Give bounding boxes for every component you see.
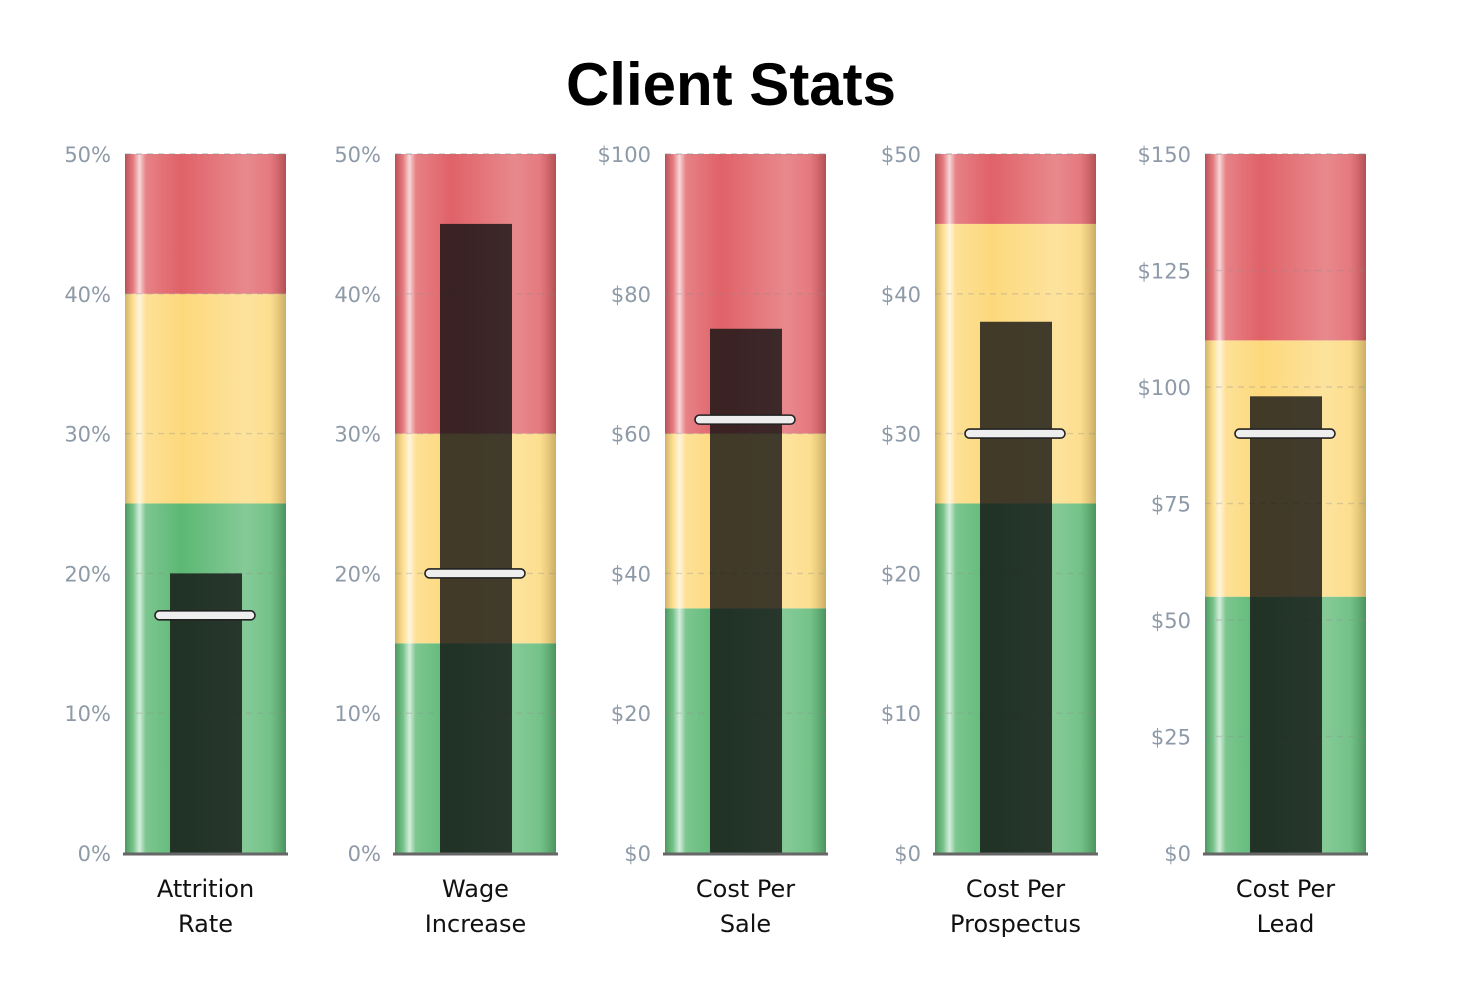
value-bar bbox=[440, 223, 512, 853]
category-label: Increase bbox=[425, 910, 527, 938]
tick-label: $30 bbox=[881, 423, 921, 447]
category-label: Rate bbox=[178, 910, 233, 938]
tick-label: $150 bbox=[1138, 143, 1191, 167]
value-bar bbox=[1250, 396, 1322, 853]
tick-label: $20 bbox=[611, 702, 651, 726]
tick-label: 50% bbox=[334, 143, 381, 167]
chart-title: Client Stats bbox=[566, 51, 896, 118]
value-bar bbox=[980, 321, 1052, 853]
tick-label: $80 bbox=[611, 283, 651, 307]
tick-label: 20% bbox=[64, 562, 111, 586]
target-marker bbox=[694, 414, 796, 425]
tick-label: $75 bbox=[1151, 493, 1191, 517]
bullet-chart-4: $0 $10 $20 $30 $40 $50 Cost Per Prospectus bbox=[881, 143, 1098, 938]
tick-label: $40 bbox=[881, 283, 921, 307]
category-label: Cost Per bbox=[696, 875, 795, 903]
tick-label: 30% bbox=[64, 423, 111, 447]
tick-label: $20 bbox=[881, 562, 921, 586]
tick-label: $40 bbox=[611, 562, 651, 586]
tick-label: $0 bbox=[1164, 842, 1191, 866]
target-marker bbox=[154, 610, 256, 621]
tick-label: $100 bbox=[1138, 376, 1191, 400]
category-label: Sale bbox=[720, 910, 771, 938]
target-marker bbox=[1234, 428, 1336, 439]
tick-label: 0% bbox=[78, 842, 111, 866]
tick-label: $25 bbox=[1151, 726, 1191, 750]
tick-label: $50 bbox=[1151, 609, 1191, 633]
category-label: Wage bbox=[442, 875, 509, 903]
category-label: Cost Per bbox=[966, 875, 1065, 903]
category-label: Prospectus bbox=[950, 910, 1081, 938]
tick-label: $50 bbox=[881, 143, 921, 167]
category-label: Attrition bbox=[157, 875, 254, 903]
tick-label: 20% bbox=[334, 562, 381, 586]
tick-label: $10 bbox=[881, 702, 921, 726]
tick-label: 0% bbox=[348, 842, 381, 866]
value-bar bbox=[710, 328, 782, 853]
tick-label: $0 bbox=[894, 842, 921, 866]
bullet-chart-2: 0% 10% 20% 30% 40% 50% Wage Increase bbox=[334, 143, 558, 938]
tick-label: 40% bbox=[334, 283, 381, 307]
bullet-chart-5: $0 $25 $50 $75 $100 $125 $150 Cost Per Lead bbox=[1138, 143, 1368, 938]
tick-label: 10% bbox=[334, 702, 381, 726]
tick-label: 10% bbox=[64, 702, 111, 726]
tick-label: $125 bbox=[1138, 260, 1191, 284]
tick-label: $60 bbox=[611, 423, 651, 447]
bullet-chart-3: $0 $20 $40 $60 $80 $100 Cost Per Sale bbox=[598, 143, 828, 938]
bullet-chart-1: 0% 10% 20% 30% 40% 50% Attrition Rate bbox=[64, 143, 288, 938]
category-label: Lead bbox=[1257, 910, 1315, 938]
tick-label: 50% bbox=[64, 143, 111, 167]
tick-label: 40% bbox=[64, 283, 111, 307]
category-label: Cost Per bbox=[1236, 875, 1335, 903]
tick-label: 30% bbox=[334, 423, 381, 447]
target-marker bbox=[424, 568, 526, 579]
tick-label: $0 bbox=[624, 842, 651, 866]
tick-label: $100 bbox=[598, 143, 651, 167]
target-marker bbox=[964, 428, 1066, 439]
